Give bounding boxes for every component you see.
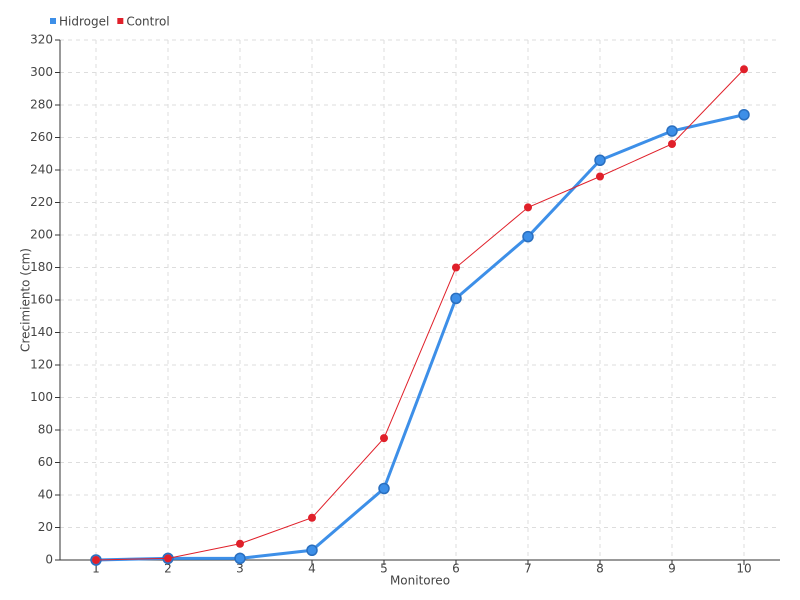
legend-swatch [117,18,124,24]
legend-label: Control [126,15,169,29]
data-point [164,554,172,563]
data-point [308,513,316,522]
data-point [594,154,606,166]
series [90,109,750,566]
y-tick-label: 200 [30,228,53,242]
y-tick-label: 0 [45,553,53,567]
y-tick-label: 180 [30,260,53,274]
y-tick-label: 300 [30,65,53,79]
x-tick-label: 2 [164,562,172,576]
series-line [95,68,745,561]
data-point [92,556,100,564]
y-tick-label: 100 [30,390,53,404]
y-tick-label: 220 [30,195,53,209]
y-axis-label: Crecimiento (cm) [19,248,33,352]
x-tick-label: 6 [452,562,460,576]
x-tick-label: 1 [92,562,100,576]
series-line [95,113,745,562]
y-tick-label: 20 [38,520,53,534]
x-tick-label: 8 [596,562,604,576]
x-tick-label: 10 [736,562,751,576]
data-point [738,109,750,121]
data-point [378,482,390,495]
data-point [450,292,462,305]
data-point [522,230,534,243]
y-tick-label: 40 [38,488,53,502]
y-tick-label: 280 [30,98,53,112]
x-tick-label: 3 [236,562,244,576]
y-tick-label: 320 [30,33,53,47]
x-tick-label: 7 [524,562,532,576]
x-tick-label: 5 [380,562,388,576]
data-point [236,539,244,548]
y-tick-label: 80 [38,423,53,437]
data-point [452,263,460,272]
x-tick-label: 9 [668,562,676,576]
data-point [524,203,532,212]
y-tick-label: 240 [30,163,53,177]
y-tick-label: 60 [38,455,53,469]
y-tick-label: 260 [30,130,53,144]
series [92,65,748,564]
legend-swatch [50,18,56,24]
x-axis-label: Monitoreo [390,574,450,588]
y-tick-label: 120 [30,358,53,372]
x-tick-label: 4 [308,562,316,576]
y-tick-label: 140 [30,325,53,339]
data-point [306,544,318,556]
data-point [596,172,604,181]
legend-label: Hidrogel [59,15,109,29]
data-point [740,65,748,74]
data-point [234,552,246,565]
data-point [668,140,676,148]
data-point [380,434,388,443]
data-point [666,125,678,137]
y-tick-label: 160 [30,293,53,307]
